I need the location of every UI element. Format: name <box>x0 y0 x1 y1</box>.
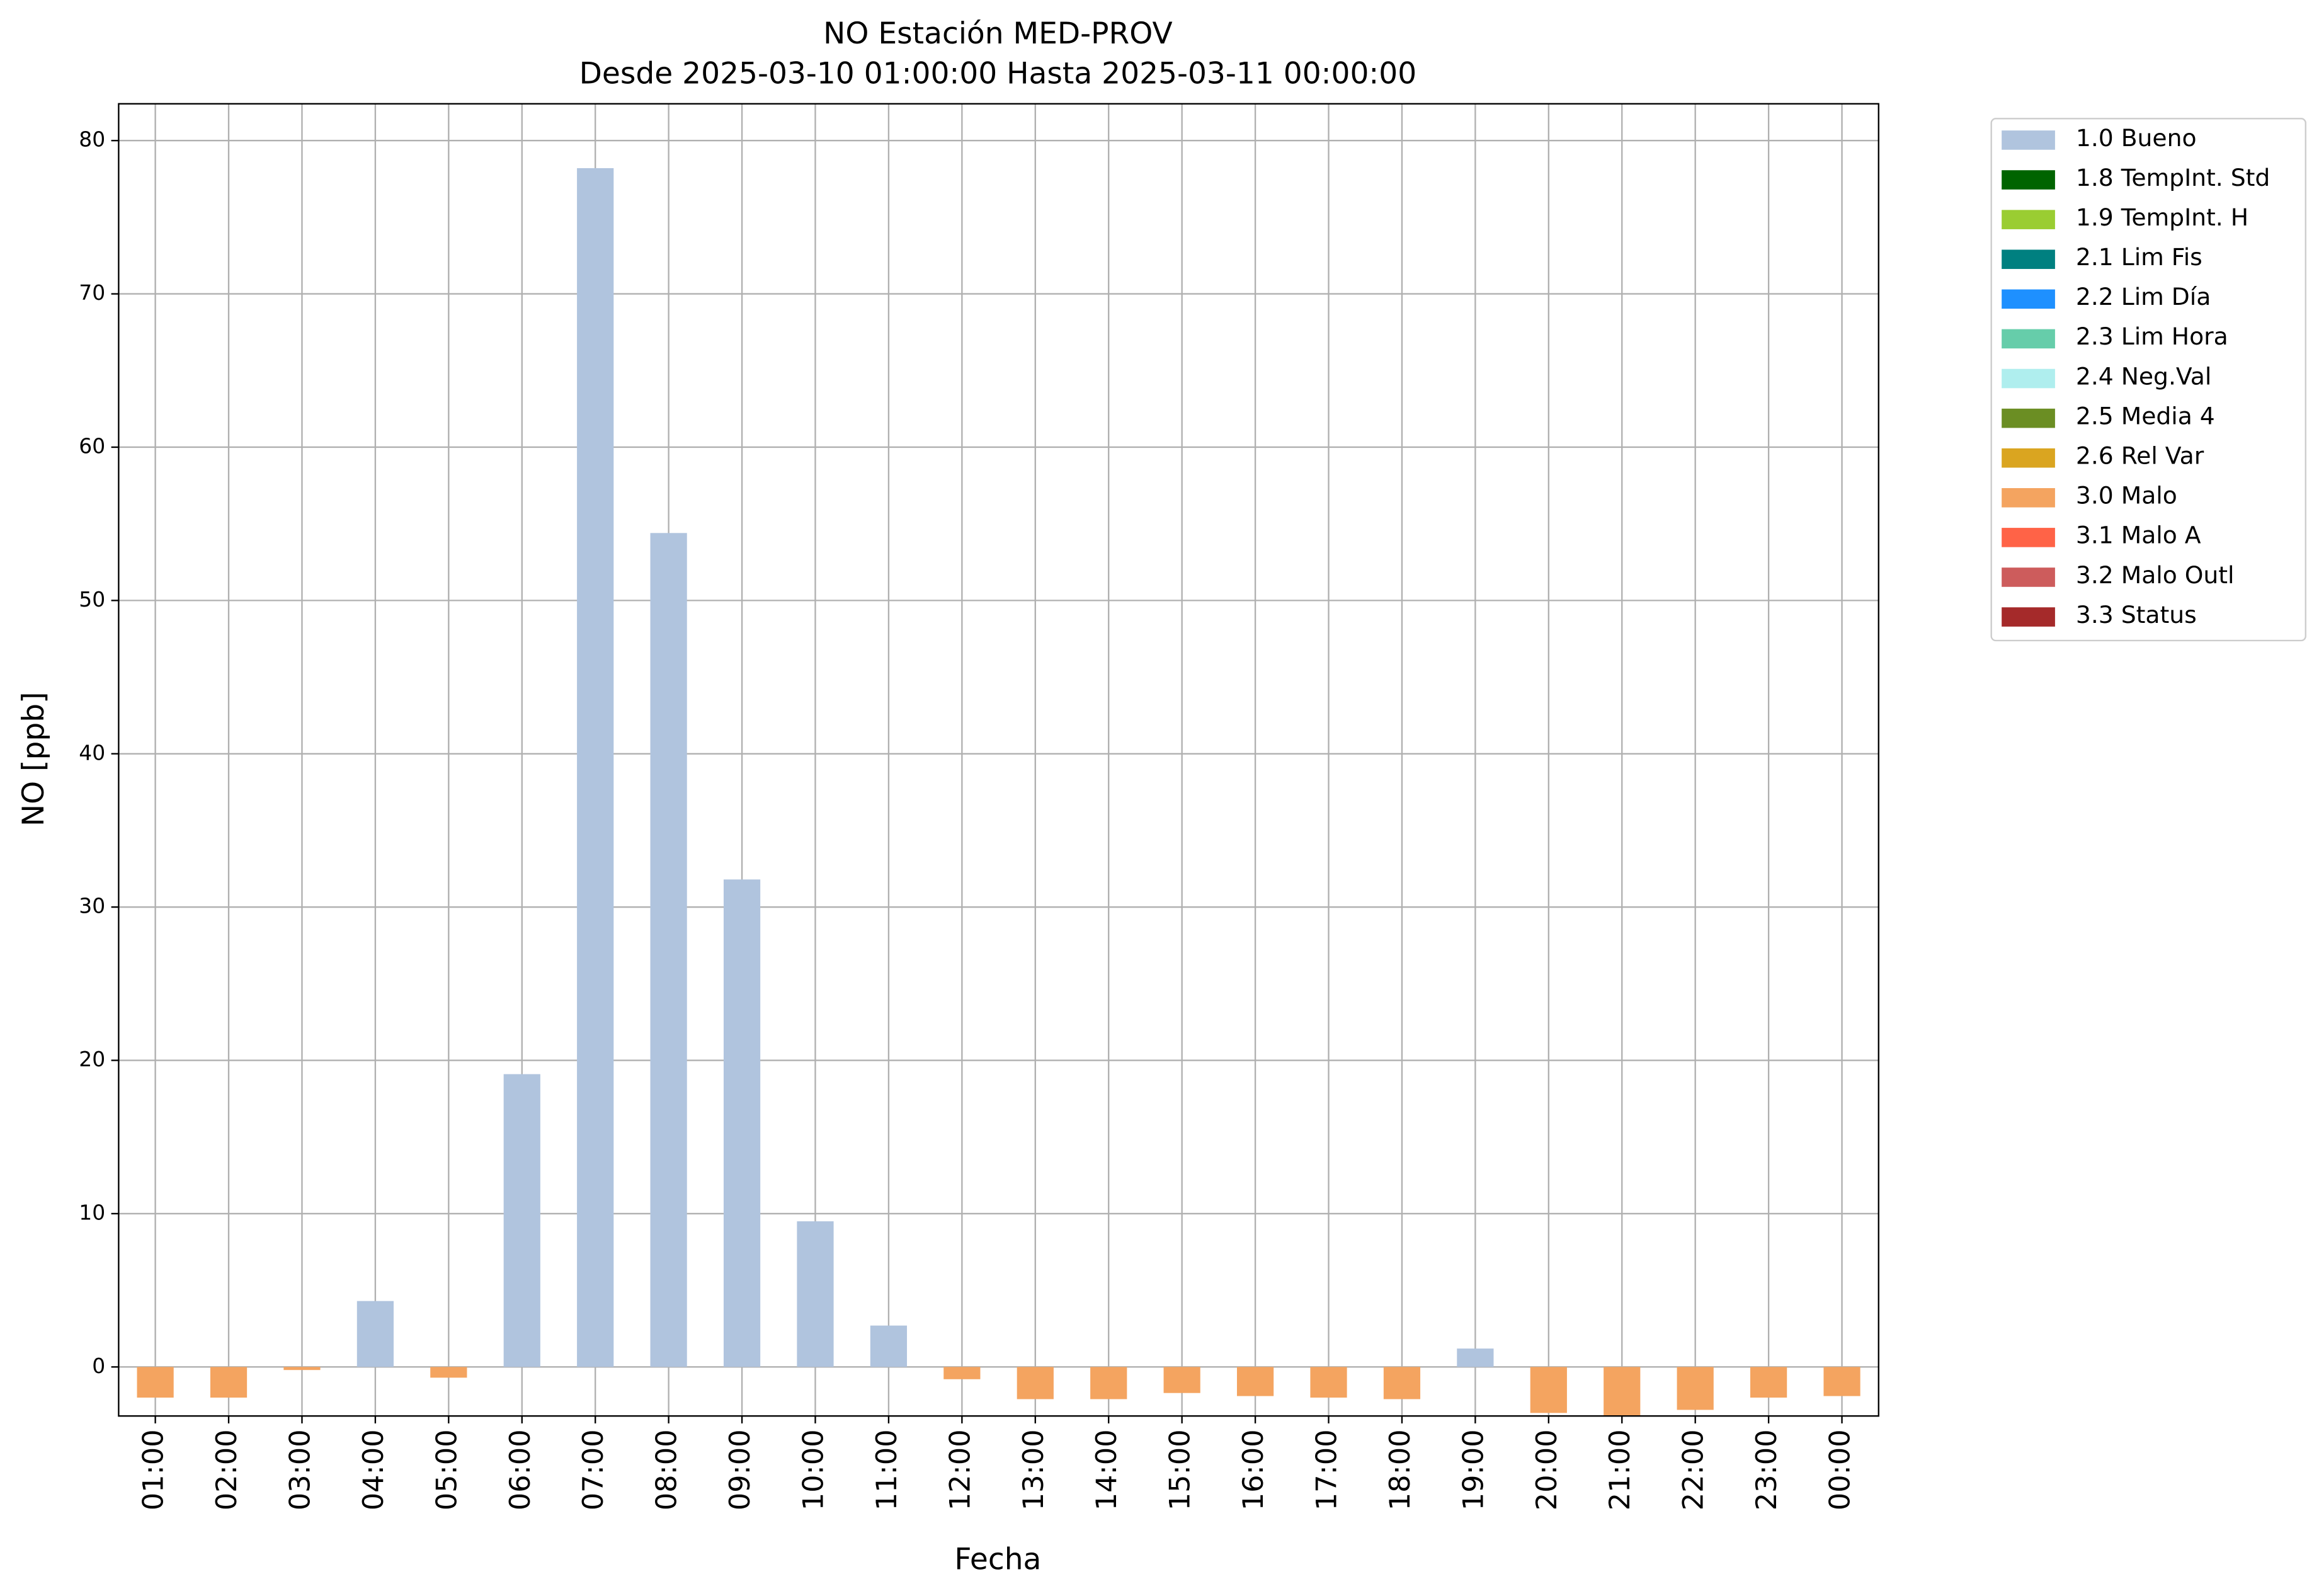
x-tick-label: 06:00 <box>503 1429 537 1510</box>
y-tick-label: 60 <box>79 433 105 458</box>
bar <box>137 1367 174 1398</box>
legend-swatch <box>2002 170 2055 190</box>
bar <box>1750 1367 1787 1398</box>
legend-label: 3.3 Status <box>2076 601 2197 629</box>
x-tick-label: 07:00 <box>576 1429 610 1510</box>
legend-label: 1.8 TempInt. Std <box>2076 164 2270 191</box>
x-tick-label: 20:00 <box>1530 1429 1563 1510</box>
y-tick-label: 30 <box>79 894 105 918</box>
legend-label: 2.6 Rel Var <box>2076 442 2204 470</box>
legend: 1.0 Bueno 1.8 TempInt. Std 1.9 TempInt. H 2… <box>2002 124 2270 629</box>
legend-swatch <box>2002 289 2055 309</box>
legend-swatch <box>2002 448 2055 468</box>
legend-swatch <box>2002 408 2055 428</box>
bar <box>1383 1367 1421 1399</box>
x-tick-label: 12:00 <box>943 1429 976 1510</box>
x-tick-label: 22:00 <box>1677 1429 1710 1510</box>
bar <box>210 1367 248 1398</box>
y-tick-label: 10 <box>79 1200 105 1224</box>
legend-label: 3.0 Malo <box>2076 482 2177 510</box>
legend-swatch <box>2002 607 2055 627</box>
x-tick-label: 02:00 <box>210 1429 243 1510</box>
bar <box>577 168 614 1367</box>
bar <box>430 1367 467 1378</box>
bar <box>1310 1367 1347 1398</box>
x-tick-label: 04:00 <box>356 1429 390 1510</box>
y-tick-label: 80 <box>79 127 105 152</box>
bar <box>870 1325 908 1367</box>
bar <box>1823 1367 1860 1396</box>
bar <box>1604 1367 1641 1416</box>
x-tick-label: 19:00 <box>1456 1429 1490 1510</box>
chart-title: NO Estación MED-PROV <box>823 16 1173 51</box>
y-tick-label: 20 <box>79 1047 105 1071</box>
x-tick-label: 09:00 <box>723 1429 756 1510</box>
legend-swatch <box>2002 567 2055 587</box>
legend-label: 3.2 Malo Outl <box>2076 561 2235 589</box>
legend-swatch <box>2002 329 2055 349</box>
x-tick-label: 15:00 <box>1163 1429 1197 1510</box>
legend-label: 2.1 Lim Fis <box>2076 243 2202 271</box>
legend-swatch <box>2002 487 2055 508</box>
bar <box>797 1221 834 1367</box>
bar <box>1530 1367 1567 1413</box>
x-tick-label: 10:00 <box>796 1429 829 1510</box>
y-tick-label: 70 <box>79 280 105 305</box>
legend-label: 1.0 Bueno <box>2076 124 2197 152</box>
bar <box>943 1367 981 1379</box>
legend-label: 2.3 Lim Hora <box>2076 322 2228 350</box>
x-tick-label: 03:00 <box>283 1429 316 1510</box>
legend-swatch <box>2002 249 2055 270</box>
y-tick-label: 0 <box>92 1354 105 1378</box>
bar <box>356 1301 394 1367</box>
y-tick-label: 40 <box>79 740 105 765</box>
bar <box>1457 1348 1494 1367</box>
legend-swatch <box>2002 130 2055 150</box>
x-tick-label: 00:00 <box>1823 1429 1857 1510</box>
y-tick-label: 50 <box>79 587 105 612</box>
x-tick-label: 17:00 <box>1310 1429 1343 1510</box>
legend-label: 3.1 Malo A <box>2076 522 2201 549</box>
x-tick-label: 21:00 <box>1603 1429 1636 1510</box>
axes: 0 10 20 30 40 50 60 70 80 01:00 02:00 03:00 04:00 05:… <box>79 127 1856 1511</box>
legend-label: 1.9 TempInt. H <box>2076 203 2248 231</box>
x-axis-label: Fecha <box>954 1542 1041 1576</box>
legend-swatch <box>2002 368 2055 389</box>
legend-swatch <box>2002 528 2055 547</box>
bar <box>1017 1367 1054 1399</box>
legend-label: 2.2 Lim Día <box>2076 283 2211 311</box>
x-tick-label: 01:00 <box>137 1429 170 1510</box>
x-tick-label: 11:00 <box>870 1429 903 1510</box>
chart-subtitle: Desde 2025-03-10 01:00:00 Hasta 2025-03-… <box>579 57 1417 91</box>
x-tick-label: 08:00 <box>650 1429 683 1510</box>
legend-label: 2.5 Media 4 <box>2076 402 2215 430</box>
bar <box>1236 1367 1274 1396</box>
bar <box>1163 1367 1200 1393</box>
x-tick-label: 18:00 <box>1383 1429 1416 1510</box>
bar <box>503 1074 540 1367</box>
y-axis-label: NO [ppb] <box>16 692 51 827</box>
x-tick-label: 16:00 <box>1236 1429 1270 1510</box>
bar <box>1090 1367 1127 1399</box>
x-tick-label: 23:00 <box>1750 1429 1783 1510</box>
x-tick-label: 13:00 <box>1017 1429 1050 1510</box>
legend-swatch <box>2002 210 2055 229</box>
bar <box>1677 1367 1714 1410</box>
bar <box>283 1367 321 1371</box>
x-tick-label: 14:00 <box>1090 1429 1123 1510</box>
bar <box>723 879 761 1367</box>
legend-box <box>1990 118 2306 642</box>
bar <box>650 533 687 1367</box>
x-tick-label: 05:00 <box>430 1429 463 1510</box>
bars <box>137 168 1860 1416</box>
legend-label: 2.4 Neg.Val <box>2076 362 2211 390</box>
grid <box>118 103 1879 1416</box>
plot-frame <box>118 103 1879 1417</box>
